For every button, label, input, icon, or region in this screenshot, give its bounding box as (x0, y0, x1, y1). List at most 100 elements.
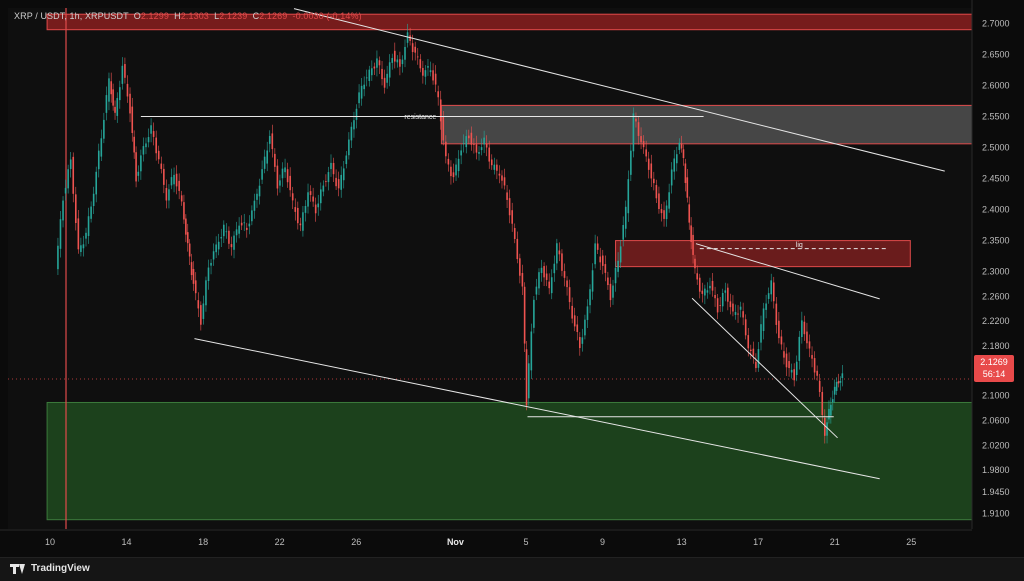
candle-body (714, 295, 716, 299)
y-tick-label: 2.4500 (982, 174, 1010, 184)
x-tick-label: 5 (524, 537, 529, 547)
candle-body (839, 380, 842, 383)
candle-body (62, 200, 64, 221)
candle-body (302, 212, 304, 231)
symbol-label[interactable]: XRP / USDT, 1h, XRPUSDT (14, 11, 129, 21)
candle-body (253, 200, 256, 211)
candle-body (742, 311, 744, 318)
candle-body (478, 151, 480, 154)
candle-body (126, 83, 129, 97)
candle-body (806, 331, 808, 344)
candle-body (675, 154, 678, 164)
candle-body (432, 70, 434, 81)
candle-body (609, 283, 612, 301)
candle-body (381, 68, 383, 80)
candle-body (261, 169, 263, 180)
candle-body (684, 163, 687, 183)
price-chart[interactable]: resistance liq 2.7000 2.6500 2.6000 2.5500 2.5… (0, 0, 1024, 557)
candle-body (383, 77, 386, 88)
lower-channel-line (194, 338, 880, 480)
candle-body (368, 69, 371, 81)
candle-body (95, 171, 98, 195)
candle-body (137, 171, 140, 176)
candle-body (299, 223, 302, 226)
y-tick-label: 2.0200 (982, 440, 1010, 450)
brand-label: TradingView (31, 563, 90, 574)
candle-body (673, 158, 676, 172)
candle-body (416, 56, 419, 58)
candle-body (724, 290, 727, 293)
candle-body (698, 277, 701, 292)
candle-body (455, 164, 457, 176)
candle-body (513, 228, 516, 239)
y-tick-label: 2.6000 (982, 81, 1010, 91)
candle-body (795, 361, 798, 376)
y-tick-label: 2.4000 (982, 205, 1010, 215)
change-value: -0.0030 (-0.14%) (292, 11, 362, 21)
candle-body (434, 73, 437, 85)
candle-body (647, 158, 650, 170)
candle-body (447, 158, 450, 165)
candle-body (248, 223, 251, 227)
candle-body (150, 125, 152, 134)
candle-body (266, 150, 268, 164)
candle-body (612, 285, 614, 298)
candle-body (837, 381, 840, 384)
candle-body (757, 349, 760, 368)
candle-body (197, 300, 200, 309)
candle-body (624, 206, 627, 229)
candle-body (519, 258, 521, 276)
candle-body (755, 361, 757, 369)
current-price-value: 2.1269 (980, 357, 1008, 367)
candle-body (830, 404, 832, 416)
candle-body (90, 206, 92, 219)
candle-body (279, 180, 281, 186)
candle-body (406, 32, 409, 43)
candle-body (233, 235, 235, 250)
candle-body (821, 391, 824, 416)
candle-body (450, 166, 452, 177)
x-tick-label: 14 (122, 537, 132, 547)
candle-body (686, 177, 689, 198)
candle-body (135, 152, 137, 182)
candle-body (281, 168, 284, 179)
candle-body (470, 132, 473, 145)
candle-body (200, 305, 202, 325)
high-value: 2.1303 (180, 11, 209, 21)
candle-body (114, 106, 116, 113)
candle-body (816, 370, 818, 376)
candle-body (760, 324, 762, 343)
candle-body (473, 144, 475, 145)
candle-body (100, 138, 103, 157)
candle-body (424, 70, 427, 77)
candle-body (543, 266, 545, 278)
candle-body (342, 168, 345, 181)
candle-body (284, 167, 286, 173)
candle-body (190, 262, 193, 276)
y-tick-label: 2.7000 (982, 19, 1010, 29)
candle-body (238, 225, 240, 234)
bar-countdown: 56:14 (982, 369, 1006, 379)
candle-body (601, 255, 604, 266)
candle-body (670, 169, 673, 186)
candle-body (188, 243, 191, 257)
candle-body (348, 139, 350, 156)
candle-body (173, 174, 175, 185)
x-tick-label: 9 (600, 537, 605, 547)
candle-body (131, 106, 134, 133)
candle-body (596, 243, 599, 250)
candle-body (108, 78, 110, 102)
candle-body (658, 193, 660, 210)
candle-body (243, 222, 246, 224)
candle-body (783, 351, 785, 358)
candle-body (110, 81, 113, 95)
tradingview-logo[interactable]: TradingView (10, 563, 90, 574)
candle-body (801, 320, 803, 338)
candle-body (442, 116, 445, 141)
x-tick-label: 26 (351, 537, 361, 547)
y-tick-label: 2.5500 (982, 112, 1010, 122)
candle-body (419, 59, 422, 69)
candle-body (57, 245, 59, 270)
candle-body (835, 381, 838, 391)
candle-body (568, 287, 571, 303)
